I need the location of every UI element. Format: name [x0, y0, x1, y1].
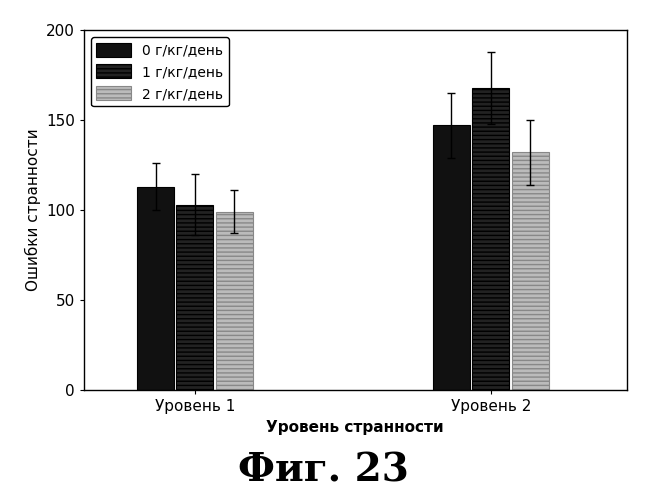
Bar — [472, 88, 510, 390]
Bar — [137, 186, 174, 390]
X-axis label: Уровень странности: Уровень странности — [267, 420, 444, 434]
Bar — [176, 204, 213, 390]
Y-axis label: Ошибки странности: Ошибки странности — [25, 128, 41, 292]
Bar — [216, 212, 253, 390]
Bar — [433, 126, 470, 390]
Bar — [512, 152, 549, 390]
Text: Фиг. 23: Фиг. 23 — [238, 452, 408, 490]
Legend: 0 г/кг/день, 1 г/кг/день, 2 г/кг/день: 0 г/кг/день, 1 г/кг/день, 2 г/кг/день — [91, 37, 229, 106]
